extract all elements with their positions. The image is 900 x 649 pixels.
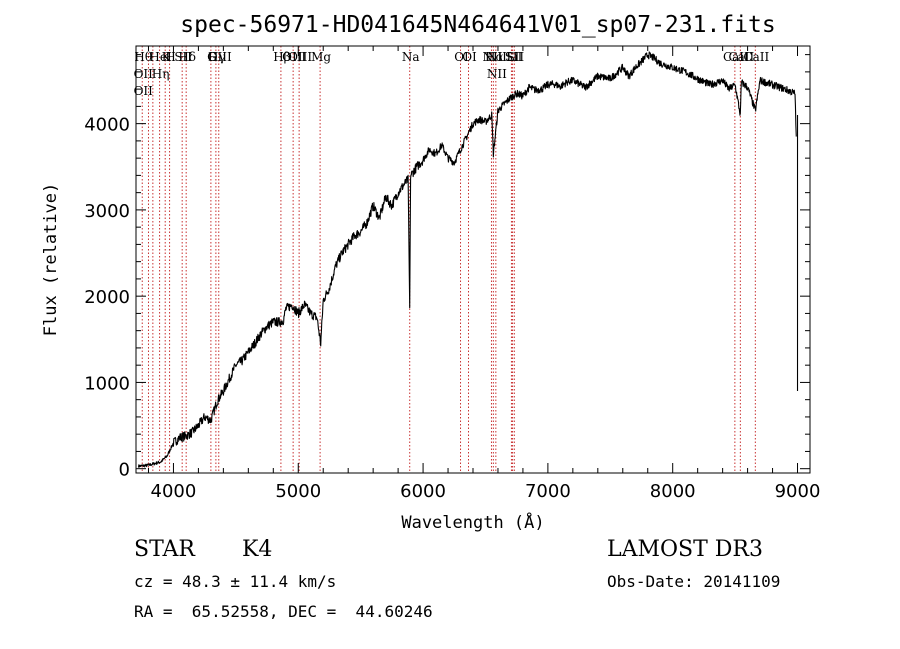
y-axis-label: Flux (relative) xyxy=(41,183,61,337)
coordinates: RA = 65.52558, DEC = 44.60246 xyxy=(134,602,433,621)
line-label: CaII xyxy=(723,50,749,64)
line-label: SII xyxy=(174,50,192,64)
line-label: Li xyxy=(507,50,519,64)
line-label: G xyxy=(207,50,217,64)
line-label: CaII xyxy=(743,50,769,64)
line-label: Na xyxy=(402,50,420,64)
line-label: OI xyxy=(462,50,477,64)
line-label: Hη xyxy=(152,67,170,81)
line-label: Mg xyxy=(311,50,331,64)
line-label: Hγ xyxy=(208,50,226,64)
y-tick-label: 0 xyxy=(119,460,130,481)
spectrum-line xyxy=(137,51,797,468)
x-tick-label: 7000 xyxy=(525,481,571,502)
line-label: SII xyxy=(506,50,524,64)
x-axis-label: Wavelength (Å) xyxy=(401,511,544,533)
redshift-velocity: cz = 48.3 ± 11.4 km/s xyxy=(134,572,337,591)
observation-date: Obs-Date: 20141109 xyxy=(607,572,781,591)
spectrum-series xyxy=(137,51,799,468)
y-tick-label: 1000 xyxy=(84,373,130,394)
object-class: STAR xyxy=(134,537,195,562)
line-label: OII xyxy=(134,67,154,81)
line-label: Hδ xyxy=(178,50,196,64)
line-label: OI xyxy=(454,50,469,64)
line-label: H xyxy=(165,50,175,64)
line-label: HeI xyxy=(149,50,172,64)
line-label: OIII xyxy=(288,50,312,64)
line-label: NII xyxy=(482,50,502,64)
line-markers xyxy=(141,46,756,473)
x-tick-label: 8000 xyxy=(650,481,696,502)
chart-title: spec-56971-HD041645N464641V01_sp07-231.f… xyxy=(180,12,775,38)
subclass: K4 xyxy=(242,537,273,562)
line-label: K xyxy=(162,50,172,64)
line-label: NII xyxy=(487,50,507,64)
x-tick-label: 4000 xyxy=(151,481,197,502)
survey-name: LAMOST DR3 xyxy=(607,537,763,562)
line-label: OIII xyxy=(282,50,306,64)
line-label: OII xyxy=(134,84,154,98)
line-label: Hθ xyxy=(134,50,152,64)
x-tick-label: 9000 xyxy=(775,481,821,502)
y-tick-label: 3000 xyxy=(84,201,130,222)
y-tick-label: 2000 xyxy=(84,287,130,308)
line-label: OIII xyxy=(208,50,232,64)
plot-frame xyxy=(135,45,811,474)
line-label: Hα xyxy=(485,50,504,64)
line-label: Hβ xyxy=(273,50,290,64)
y-tick-label: 4000 xyxy=(84,115,130,136)
axis-ticks: 4000 5000 6000 7000 8000 9000 0 1000 2000 3000 400… xyxy=(84,46,820,502)
line-label: SII xyxy=(505,50,523,64)
line-label: NII xyxy=(487,67,507,81)
line-label: CaII xyxy=(728,50,754,64)
x-tick-label: 5000 xyxy=(275,481,321,502)
x-tick-label: 6000 xyxy=(400,481,446,502)
